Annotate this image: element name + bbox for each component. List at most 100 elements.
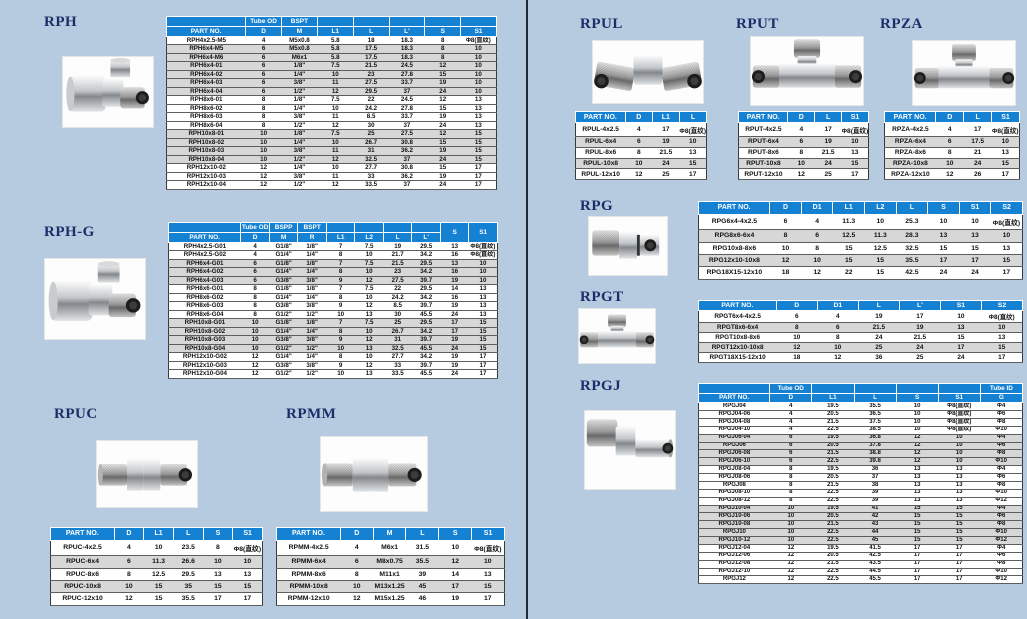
table-cell: 45 [854,536,897,545]
table-cell: Φ4 [980,544,1023,553]
column-header: S1 [958,201,992,215]
rph-table: Tube OD BSPT PART NO. D M L1 L L' S S1 RPH4x2.5-M5… [165,16,497,190]
table-cell: Φ8 [980,520,1023,530]
column-header: PART NO. [883,110,937,124]
table-cell: 17 [899,310,941,324]
table-cell: 6 [801,229,833,243]
table-cell: 10 [776,332,818,344]
table-cell: 17 [814,122,842,137]
table-cell: 7.5 [354,318,384,328]
table-cell: 7.5 [317,129,354,139]
table-cell: Φ4 [980,402,1023,412]
table-cell: 37 [854,473,897,482]
table-row: RPGJ06-04 6 19.5 36.8 12 10 Φ4 [698,434,1023,443]
table-cell: 25 [814,168,842,181]
column-group-header: Tube OD [245,16,283,27]
table-cell: 25 [652,168,680,181]
rput-table: PART NO. D L S1 RPUT-4x2.5 4 17 Φ8(直纹) RPUT-6x4 6… [737,110,869,181]
table-cell: RPH8x6-03 [166,112,246,122]
table-cell: 13 [203,568,233,581]
table-cell: 19 [438,592,472,606]
table-row: RPGJ08-12 8 22.5 39 13 13 Φ12 [698,497,1023,506]
table-cell: Φ10 [980,568,1023,577]
table-cell: RPH8x6-G03 [168,301,241,311]
table-cell: 10 [938,442,981,451]
table-cell: 27.7 [383,352,412,362]
table-cell: Φ8(直纹) [471,540,505,557]
table-cell: 3/8" [297,361,327,371]
table-cell: 32.5 [383,344,412,354]
table-cell: 6 [240,267,270,277]
table-cell: 10 [769,512,812,522]
table-cell: 21.5 [652,147,680,159]
table-cell: 10 [769,528,812,538]
table-cell: 38.5 [854,426,897,435]
table-cell: 27.8 [389,70,425,80]
table-cell: 41.5 [854,544,897,553]
table-cell: Φ8(直纹) [460,36,497,46]
table-cell: 29.5 [411,318,441,328]
table-cell: 6 [769,442,812,451]
table-cell: RPH6x4-01 [166,61,246,71]
table-row: RPGJ12-08 12 21.5 43.5 17 17 Φ8 [698,560,1023,569]
table-cell: 12 [817,352,859,364]
table-row: RPGT12x10-10x8 12 10 25 24 17 15 [698,342,1023,354]
table-row: RPGJ04-10 4 22.5 38.5 10 Φ8(直纹) Φ10 [698,426,1023,435]
column-header: D [245,26,283,37]
column-header: S2 [990,201,1023,215]
table-cell: 15 [203,580,233,594]
page-divider [526,0,528,619]
table-cell: 25 [899,352,941,364]
table-cell: 41 [854,505,897,514]
column-group-header [165,16,247,27]
table-cell: 12 [317,87,354,97]
table-cell: G3/8" [269,335,298,345]
table-cell: 21.5 [383,259,412,269]
column-header: L1 [316,26,354,37]
table-cell: 3/8" [281,112,318,122]
table-cell: 13 [938,481,981,490]
column-header: L1 [811,392,855,404]
table-row: RPG8x6-6x4 8 6 12.5 11.3 28.3 13 13 10 [698,229,1023,243]
table-cell: 17 [896,568,939,577]
table-cell: 45.5 [854,575,897,585]
table-row: RPZA-4x2.5 4 17 Φ8(直纹) [884,122,1020,137]
section-title-rpuc: RPUC [54,406,98,422]
table-cell: 1/8" [281,61,318,71]
table-cell: RPGJ12 [698,575,770,585]
column-group-header [411,222,441,233]
table-cell: 29.5 [411,259,441,269]
table-cell: RPUT-10x8 [738,158,788,170]
table-cell: 7 [326,242,355,252]
table-cell: 20.5 [811,552,854,561]
table-cell: 10 [460,53,497,63]
table-cell: 10 [679,136,707,148]
table-cell: 19 [899,322,941,334]
table-cell: RPUL-6x4 [575,136,626,148]
table-cell: 13 [896,473,939,482]
table-cell: 15 [832,254,865,268]
table-cell: G3/8" [269,361,298,371]
table-row: RPGJ08-10 8 22.5 39 13 13 Φ10 [698,489,1023,498]
table-cell: 22.5 [811,426,854,435]
table-cell: 35.5 [173,592,204,606]
column-header: L [963,110,993,124]
table-row: RPGJ08-06 8 20.5 37 13 13 Φ6 [698,473,1023,482]
table-row: RPH12x10-03 12 3/8" 11 33 36.2 19 17 [166,172,497,182]
column-header: L' [411,232,441,243]
table-cell: RPH10x8-G03 [168,335,241,345]
table-cell: 4 [935,122,964,137]
table-cell: 15 [938,520,981,530]
table-cell: 12 [896,442,939,451]
table-cell: 12 [424,95,461,105]
table-cell: 8 [240,284,270,294]
table-cell: 10 [841,136,869,148]
table-cell: 13 [354,369,384,379]
table-cell: RPG8x6-6x4 [698,229,770,243]
table-cell: 24 [652,158,680,170]
table-cell: 15 [460,155,497,165]
table-cell: 17 [679,168,707,181]
table-cell: 17 [927,254,960,268]
column-group-header: Tube ID [979,383,1024,394]
table-cell: 12 [787,168,815,181]
